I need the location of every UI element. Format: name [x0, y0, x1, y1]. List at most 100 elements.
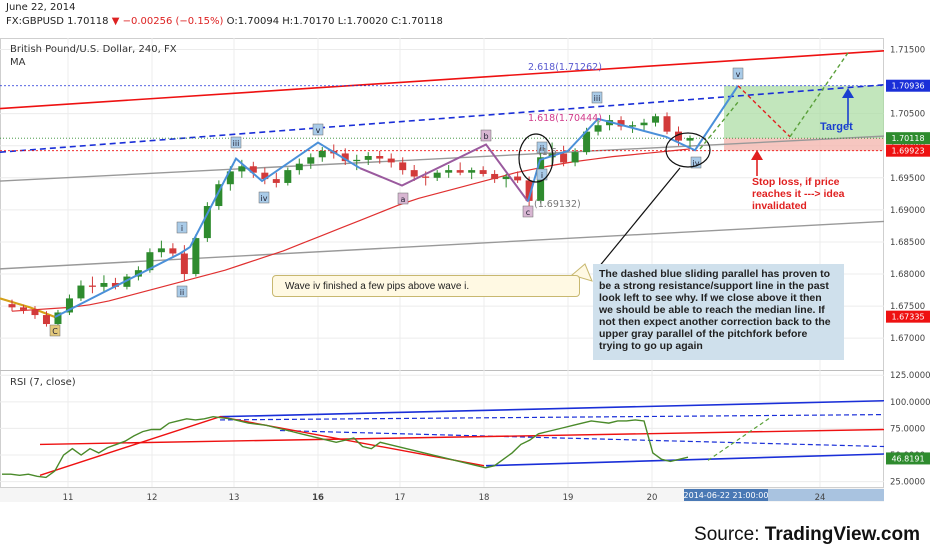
chart-date: June 22, 2014 — [6, 2, 76, 13]
symbol: FX:GBPUSD — [6, 16, 64, 27]
candle-body — [203, 206, 211, 239]
price-tick-label: 1.67000 — [890, 334, 925, 344]
blue-wave-label-box — [690, 156, 702, 169]
rsi-tag-bg — [886, 452, 930, 465]
rsi-series — [2, 399, 884, 479]
candle-body — [479, 170, 487, 174]
price-tick-label: 1.68500 — [890, 238, 925, 248]
purple-wave-label-box — [480, 129, 492, 142]
date-tag: 2014-06-22 21:00:00 — [684, 491, 769, 500]
price-tag-bg — [886, 79, 930, 92]
blue-wave-label-box — [258, 191, 270, 204]
price-tag-bg — [886, 132, 930, 145]
candle-body — [19, 307, 27, 310]
candle-body — [491, 173, 499, 180]
candle-body — [468, 170, 476, 173]
rise-projection — [699, 101, 739, 150]
price-tick-label: 1.67500 — [890, 302, 925, 312]
candle-body — [675, 131, 683, 141]
time-tick-label: 20 — [647, 493, 658, 503]
candle-body — [111, 282, 119, 287]
blue-wave-label-box — [230, 136, 242, 149]
candle-body — [652, 116, 660, 123]
candle-body — [422, 176, 430, 178]
blue-wave-label: iii — [594, 94, 601, 103]
blue-wave-label: i — [541, 171, 543, 180]
candle-body — [583, 131, 591, 153]
source-brand: TradingView.com — [764, 524, 920, 545]
ma-label: MA — [10, 57, 26, 68]
candle-body — [295, 163, 303, 171]
stop-projection — [737, 85, 791, 138]
c-wave-label: C — [52, 327, 58, 336]
purple-wave-label: b — [483, 132, 488, 141]
candle-body — [560, 153, 568, 163]
blue-wave-label-box — [591, 91, 603, 104]
candle-body — [353, 159, 361, 162]
candle-body — [54, 312, 62, 325]
candle-body — [571, 152, 579, 163]
candle-body — [307, 157, 315, 164]
candle-body — [261, 172, 269, 180]
candle-body — [629, 125, 637, 127]
rsi-label: RSI (7, close) — [10, 377, 76, 388]
rsi-line — [2, 416, 689, 479]
candle-body — [65, 298, 73, 313]
candle-body — [617, 120, 625, 127]
price-tick-label: 1.68000 — [890, 270, 925, 280]
axes: 1.715001.705001.700001.695001.690001.685… — [63, 46, 931, 503]
candle-body — [238, 166, 246, 172]
rsi-lower-blue-line — [485, 453, 884, 467]
candle-body — [272, 179, 280, 183]
projection-arrows — [570, 52, 854, 282]
blue-wave-label: iii — [233, 139, 240, 148]
candle-body — [192, 238, 200, 275]
rsi-tag: 46.8191 — [891, 454, 924, 463]
candle-body — [146, 252, 154, 271]
instrument-label: British Pound/U.S. Dollar, 240, FX — [10, 44, 177, 55]
candle-body — [387, 158, 395, 163]
rsi-upper-blue-line — [219, 399, 884, 418]
rsi-tick-label: 75.0000 — [890, 424, 925, 434]
candle-body — [100, 282, 108, 287]
price-tick-label: 1.70500 — [890, 110, 925, 120]
blue-wave-label: ii — [540, 144, 544, 153]
candle-body — [226, 171, 234, 185]
candle-body — [31, 309, 39, 316]
time-tick-label: 18 — [479, 493, 490, 503]
candle-body — [123, 276, 131, 287]
fib-label: (1.69132) — [534, 199, 581, 210]
blue-wave-label-box — [176, 221, 188, 234]
time-tick-label: 16 — [312, 493, 324, 503]
high-value: H:1.70170 — [282, 16, 335, 27]
time-tick-label: 17 — [395, 493, 406, 503]
price-tag: 1.70936 — [891, 82, 924, 91]
blue-wave-label: v — [736, 70, 741, 79]
purple-wave-label: a — [401, 195, 406, 204]
price-tag-bg — [886, 310, 930, 323]
blue-wave-2 — [527, 85, 739, 202]
price-tag: 1.67335 — [891, 313, 924, 322]
rsi-dashed-lower — [279, 429, 884, 448]
blue-wave-label-box — [732, 67, 744, 80]
upper-gray-parallel — [0, 135, 884, 182]
note-pointer — [597, 167, 681, 269]
candle-body — [318, 150, 326, 158]
purple-wave-label-box — [397, 192, 409, 205]
target-zone — [724, 85, 884, 139]
candle-body — [525, 180, 533, 201]
blue-wave-label: v — [316, 126, 321, 135]
time-tick-label: 11 — [63, 493, 74, 503]
candle-body — [686, 138, 694, 141]
elliott-wave-lines: iiiiiiivviiiiiiivvabcC2.618(1.71262)1.61… — [49, 62, 744, 337]
candle-body — [410, 170, 418, 177]
candle-body — [8, 304, 16, 308]
candle-body — [364, 156, 372, 160]
candle-body — [399, 162, 407, 171]
time-tick-label: 24 — [815, 493, 826, 503]
blue-wave-label: iv — [261, 194, 268, 203]
time-tick-label: 12 — [147, 493, 158, 503]
target-note: Target — [820, 121, 853, 133]
candle-body — [445, 170, 453, 173]
blue-wave-label: i — [181, 224, 183, 233]
